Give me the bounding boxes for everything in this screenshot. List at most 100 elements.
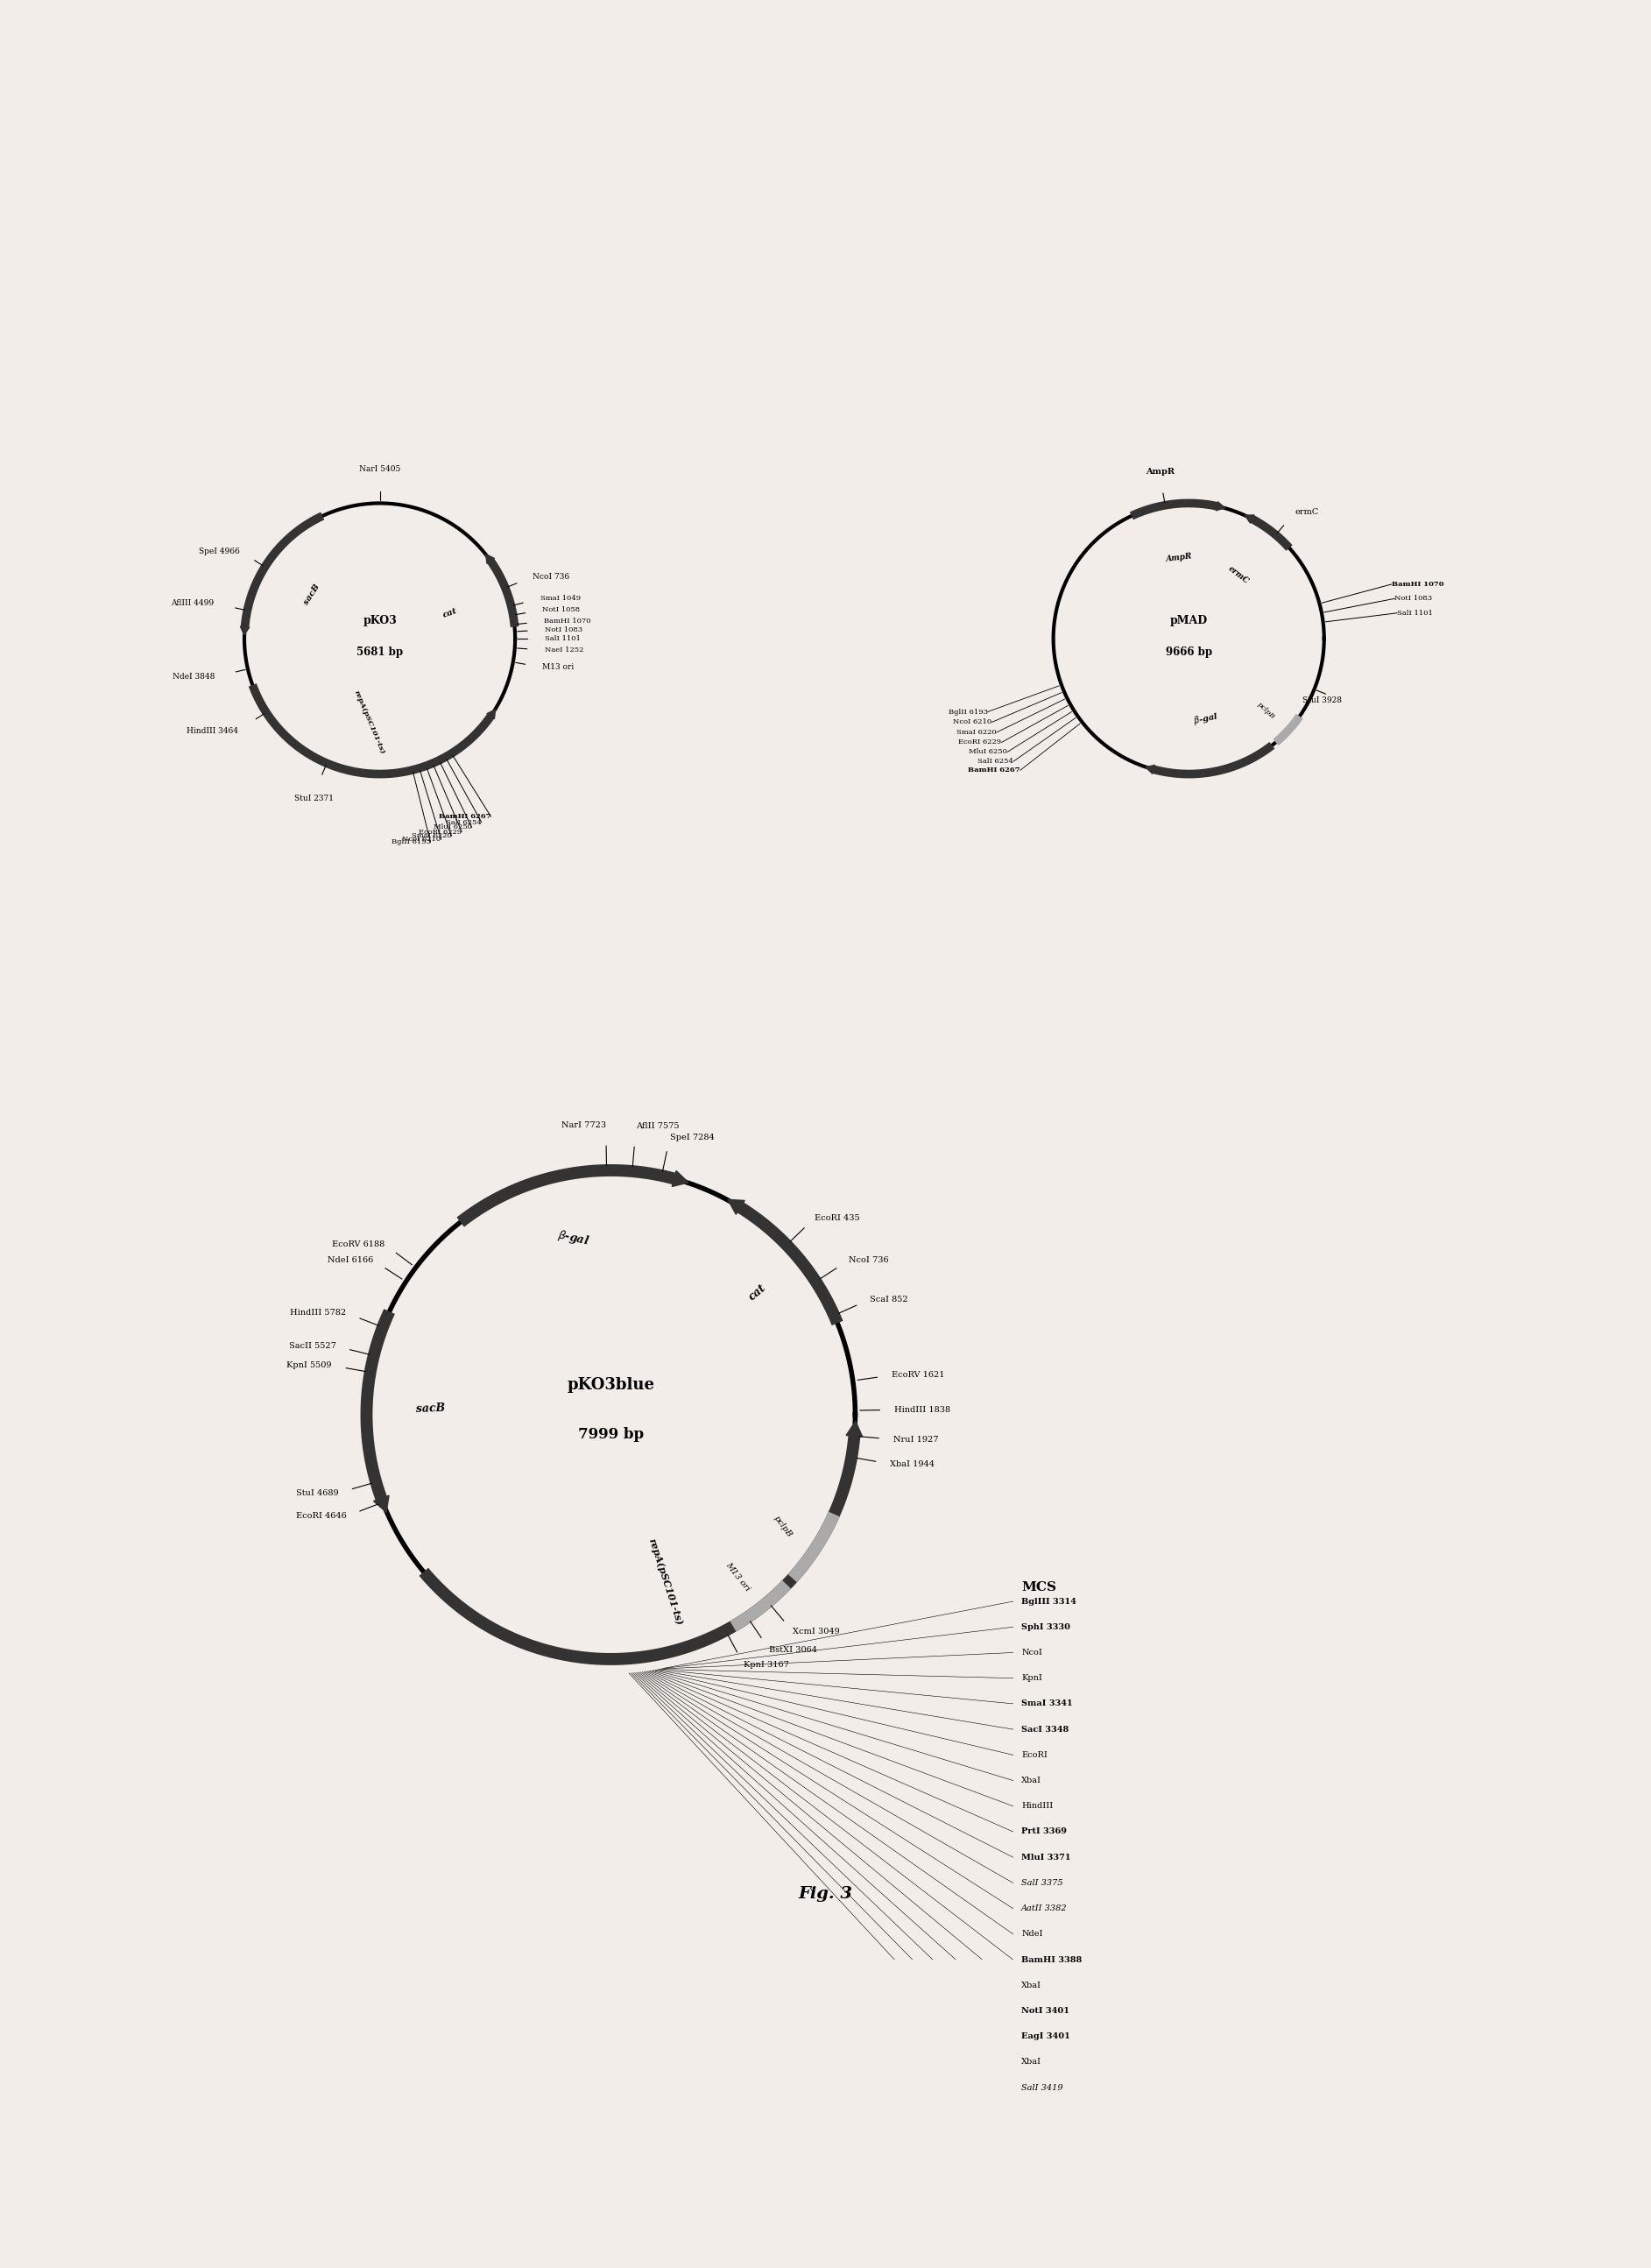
Text: MCS: MCS bbox=[1022, 1581, 1057, 1592]
Text: XbaI: XbaI bbox=[1022, 1776, 1042, 1785]
Polygon shape bbox=[487, 710, 495, 719]
Polygon shape bbox=[1146, 764, 1154, 773]
Text: MluI 6250: MluI 6250 bbox=[433, 823, 472, 830]
Text: repA(pSC101-ts): repA(pSC101-ts) bbox=[647, 1538, 684, 1626]
Text: EcoRV 6188: EcoRV 6188 bbox=[332, 1241, 385, 1247]
Text: pKO3: pKO3 bbox=[363, 615, 396, 626]
Text: 9666 bp: 9666 bp bbox=[1166, 646, 1212, 658]
Text: NdeI 3848: NdeI 3848 bbox=[172, 674, 215, 680]
Text: EcoRI 6229: EcoRI 6229 bbox=[419, 828, 462, 835]
Text: SmaI 6220: SmaI 6220 bbox=[411, 832, 451, 839]
Text: BamHI 3388: BamHI 3388 bbox=[1022, 1955, 1081, 1964]
Text: NotI 1058: NotI 1058 bbox=[543, 606, 580, 612]
Text: BamHI 1070: BamHI 1070 bbox=[543, 617, 591, 626]
Text: SalI 6254: SalI 6254 bbox=[977, 758, 1014, 764]
Text: NcoI 6210: NcoI 6210 bbox=[953, 719, 992, 726]
Text: HindIII 5782: HindIII 5782 bbox=[291, 1309, 347, 1318]
Polygon shape bbox=[1215, 501, 1225, 510]
Text: BamHI 6267: BamHI 6267 bbox=[439, 814, 490, 821]
Text: HindIII 3464: HindIII 3464 bbox=[187, 726, 238, 735]
Text: AflII 7575: AflII 7575 bbox=[636, 1123, 679, 1129]
Text: NotI 3401: NotI 3401 bbox=[1022, 2007, 1070, 2014]
Text: EagI 3401: EagI 3401 bbox=[1022, 2032, 1070, 2041]
Text: NdeI 6166: NdeI 6166 bbox=[327, 1256, 373, 1263]
Text: SpeI 7284: SpeI 7284 bbox=[670, 1134, 715, 1141]
Text: XbaI: XbaI bbox=[1022, 2057, 1042, 2066]
Text: MluI 3371: MluI 3371 bbox=[1022, 1853, 1071, 1862]
Text: cat: cat bbox=[746, 1281, 768, 1302]
Polygon shape bbox=[1245, 515, 1255, 524]
Text: EcoRV 1621: EcoRV 1621 bbox=[892, 1372, 944, 1379]
Text: $\beta$-gal: $\beta$-gal bbox=[556, 1227, 591, 1247]
Text: BglII 6193: BglII 6193 bbox=[948, 708, 987, 714]
Text: AmpR: AmpR bbox=[1166, 553, 1192, 562]
Text: NarI 7723: NarI 7723 bbox=[561, 1120, 606, 1129]
Text: HindIII 1838: HindIII 1838 bbox=[895, 1406, 951, 1413]
Text: NruI 1927: NruI 1927 bbox=[893, 1436, 938, 1442]
Text: NcoI 6210: NcoI 6210 bbox=[403, 837, 441, 844]
Text: SalI 3419: SalI 3419 bbox=[1022, 2084, 1063, 2091]
Text: NdeI: NdeI bbox=[1022, 1930, 1043, 1939]
Text: NotI 1083: NotI 1083 bbox=[545, 626, 583, 633]
Text: XbaI: XbaI bbox=[1022, 1982, 1042, 1989]
Text: pclpB: pclpB bbox=[1256, 701, 1276, 721]
Text: ermC: ermC bbox=[1227, 565, 1250, 585]
Text: StuI 4689: StuI 4689 bbox=[296, 1488, 338, 1497]
Text: XbaI 1944: XbaI 1944 bbox=[890, 1461, 934, 1467]
Text: SmaI 6220: SmaI 6220 bbox=[956, 728, 997, 735]
Text: EcoRI 435: EcoRI 435 bbox=[814, 1213, 860, 1222]
Polygon shape bbox=[672, 1170, 688, 1186]
Text: SmaI 1049: SmaI 1049 bbox=[540, 594, 581, 601]
Text: SacII 5527: SacII 5527 bbox=[289, 1343, 335, 1349]
Text: AmpR: AmpR bbox=[1146, 467, 1174, 476]
Text: pKO3blue: pKO3blue bbox=[566, 1377, 655, 1393]
Text: pclpB: pclpB bbox=[773, 1515, 794, 1538]
Text: EcoRI: EcoRI bbox=[1022, 1751, 1047, 1760]
Text: NotI 1083: NotI 1083 bbox=[1395, 594, 1433, 601]
Text: StuI 2371: StuI 2371 bbox=[294, 794, 334, 803]
Polygon shape bbox=[373, 1495, 390, 1513]
Text: StuI 3928: StuI 3928 bbox=[1303, 696, 1342, 705]
Text: M13 ori: M13 ori bbox=[723, 1560, 751, 1592]
Text: SalI 6254: SalI 6254 bbox=[446, 819, 482, 826]
Text: $\beta$-gal: $\beta$-gal bbox=[1192, 710, 1218, 726]
Text: SpeI 4966: SpeI 4966 bbox=[198, 547, 239, 556]
Text: cat: cat bbox=[441, 608, 457, 619]
Text: AflIII 4499: AflIII 4499 bbox=[172, 599, 215, 608]
Text: SacI 3348: SacI 3348 bbox=[1022, 1726, 1068, 1733]
Text: NcoI 736: NcoI 736 bbox=[533, 574, 570, 581]
Text: XcmI 3049: XcmI 3049 bbox=[792, 1628, 840, 1635]
Polygon shape bbox=[485, 553, 494, 562]
Text: EcoRI 6229: EcoRI 6229 bbox=[959, 739, 1002, 746]
Text: MluI 6250: MluI 6250 bbox=[969, 748, 1007, 755]
Text: SalI 1101: SalI 1101 bbox=[545, 635, 581, 642]
Text: PrtI 3369: PrtI 3369 bbox=[1022, 1828, 1067, 1835]
Text: sacB: sacB bbox=[416, 1402, 446, 1415]
Text: KpnI 3167: KpnI 3167 bbox=[745, 1660, 789, 1669]
Text: NaeI 1252: NaeI 1252 bbox=[545, 646, 583, 653]
Text: SphI 3330: SphI 3330 bbox=[1022, 1624, 1070, 1631]
Text: AatII 3382: AatII 3382 bbox=[1022, 1905, 1068, 1912]
Text: HindIII: HindIII bbox=[1022, 1803, 1053, 1810]
Text: SalI 1101: SalI 1101 bbox=[1397, 610, 1433, 617]
Text: BstXI 3064: BstXI 3064 bbox=[769, 1647, 817, 1653]
Polygon shape bbox=[847, 1422, 862, 1436]
Text: NcoI: NcoI bbox=[1022, 1649, 1042, 1656]
Text: KpnI: KpnI bbox=[1022, 1674, 1042, 1683]
Polygon shape bbox=[728, 1200, 745, 1213]
Text: 5681 bp: 5681 bp bbox=[357, 646, 403, 658]
Text: EcoRI 4646: EcoRI 4646 bbox=[296, 1513, 347, 1520]
Text: BamHI 6267: BamHI 6267 bbox=[967, 767, 1020, 773]
Text: BamHI 1070: BamHI 1070 bbox=[1392, 581, 1443, 587]
Text: M13 ori: M13 ori bbox=[543, 662, 575, 671]
Text: KpnI 5509: KpnI 5509 bbox=[287, 1361, 332, 1370]
Text: pMAD: pMAD bbox=[1171, 615, 1207, 626]
Text: NcoI 736: NcoI 736 bbox=[849, 1256, 888, 1263]
Text: NarI 5405: NarI 5405 bbox=[358, 465, 401, 474]
Text: BglII 6193: BglII 6193 bbox=[391, 839, 431, 846]
Text: repA(pSC101-ts): repA(pSC101-ts) bbox=[353, 689, 386, 755]
Polygon shape bbox=[241, 626, 249, 635]
Text: ScaI 852: ScaI 852 bbox=[870, 1295, 908, 1304]
Text: sacB: sacB bbox=[302, 583, 322, 606]
Text: 7999 bp: 7999 bp bbox=[578, 1427, 644, 1442]
